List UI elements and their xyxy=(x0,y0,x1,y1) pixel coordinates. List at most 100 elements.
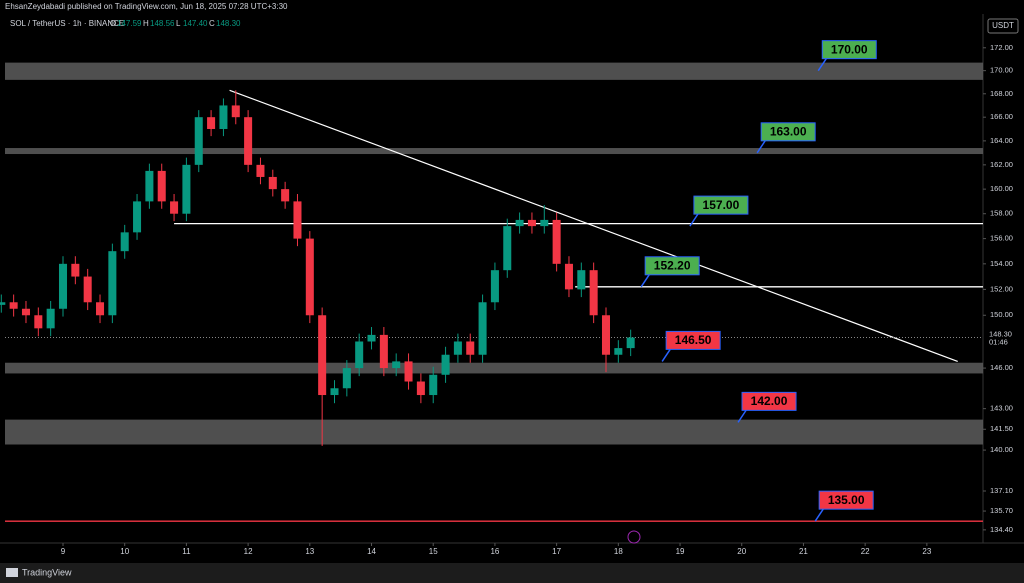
x-tick-label: 15 xyxy=(429,547,438,556)
x-tick-label: 11 xyxy=(182,547,191,556)
ohlc-value: 148.56 xyxy=(150,19,175,28)
candle-body xyxy=(478,302,487,355)
level-label-box xyxy=(741,391,797,411)
candle-body xyxy=(58,263,68,309)
candle-body xyxy=(145,170,154,202)
x-tick-label: 21 xyxy=(799,547,808,556)
x-tick-label: 16 xyxy=(490,547,499,556)
candle-body xyxy=(318,315,327,396)
y-tick-label: 152.00 xyxy=(990,284,1013,293)
x-tick-label: 10 xyxy=(120,547,129,556)
level-label-box xyxy=(821,40,877,60)
candle-body xyxy=(194,117,203,165)
candle-body xyxy=(379,334,388,369)
y-tick-label: 160.00 xyxy=(990,184,1013,193)
candle-body xyxy=(416,381,425,396)
label-arrow xyxy=(689,213,699,227)
y-tick-label: 154.00 xyxy=(990,259,1013,268)
last-price-label: 148.30 xyxy=(989,330,1012,339)
level-label-box xyxy=(665,330,721,350)
x-tick-label: 18 xyxy=(614,547,623,556)
currency: USDT xyxy=(992,21,1014,30)
y-tick-label: 146.00 xyxy=(990,363,1013,372)
y-tick-label: 164.00 xyxy=(990,136,1013,145)
candle-body xyxy=(281,189,290,202)
candle-body xyxy=(207,117,216,129)
y-tick-label: 166.00 xyxy=(990,112,1013,121)
candle-body xyxy=(244,117,253,165)
candle-body xyxy=(293,201,302,239)
ohlc-value: 147.59 xyxy=(117,19,142,28)
candle-body xyxy=(268,176,277,190)
candle-body xyxy=(392,361,401,369)
candle-body xyxy=(614,348,623,355)
candle-body xyxy=(21,308,30,316)
zone xyxy=(5,62,983,80)
candle-body xyxy=(589,270,598,316)
ohlc-value: 147.40 xyxy=(183,19,208,28)
level-label-box xyxy=(644,256,700,276)
x-tick-label: 13 xyxy=(305,547,314,556)
candle-body xyxy=(83,276,92,303)
x-tick-label: 20 xyxy=(737,547,746,556)
candle-body xyxy=(515,219,524,227)
ohlc-key: H xyxy=(143,19,149,28)
candle-body xyxy=(256,164,265,177)
candle-body xyxy=(34,315,43,329)
candle-body xyxy=(552,219,561,264)
label-arrow xyxy=(756,140,766,154)
x-tick-label: 14 xyxy=(367,547,376,556)
y-tick-label: 137.10 xyxy=(990,486,1013,495)
y-tick-label: 140.00 xyxy=(990,445,1013,454)
footer-bar xyxy=(0,563,1024,583)
candle-body xyxy=(527,219,536,227)
level-label: 135.00 xyxy=(828,493,865,507)
x-tick-label: 9 xyxy=(61,547,66,556)
candle-body xyxy=(108,251,117,316)
y-tick-label: 170.00 xyxy=(990,66,1013,75)
label-arrow xyxy=(640,274,650,288)
y-tick-label: 156.00 xyxy=(990,234,1013,243)
level-label-box xyxy=(693,195,749,215)
label-arrow xyxy=(737,409,747,423)
candle-body xyxy=(305,238,314,316)
level-label: 163.00 xyxy=(770,124,807,138)
event-icon xyxy=(627,530,641,544)
symbol: SOL / TetherUS · 1h · BINANCE xyxy=(10,19,124,28)
x-tick-label: 19 xyxy=(676,547,685,556)
ohlc-key: O xyxy=(110,19,116,28)
y-tick-label: 135.70 xyxy=(990,506,1013,515)
candle-body xyxy=(453,341,462,355)
zone xyxy=(5,362,983,374)
label-arrow xyxy=(817,58,827,72)
countdown: 01:46 xyxy=(989,338,1008,347)
level-label-box xyxy=(818,490,874,510)
y-tick-label: 162.00 xyxy=(990,160,1013,169)
x-tick-label: 12 xyxy=(244,547,253,556)
y-tick-label: 168.00 xyxy=(990,89,1013,98)
ohlc-value: 148.30 xyxy=(216,19,241,28)
candle-body xyxy=(330,388,339,396)
brand: TradingView xyxy=(22,567,72,577)
y-tick-label: 134.40 xyxy=(990,525,1013,534)
candle-body xyxy=(219,105,228,129)
candle-body xyxy=(503,226,512,271)
candle-body xyxy=(441,354,450,375)
label-arrow xyxy=(661,348,671,362)
y-tick-label: 150.00 xyxy=(990,310,1013,319)
level-label: 142.00 xyxy=(751,394,788,408)
y-tick-label: 143.00 xyxy=(990,404,1013,413)
candle-body xyxy=(540,219,549,227)
x-tick-label: 22 xyxy=(861,547,870,556)
candle-body xyxy=(367,334,376,342)
candle-body xyxy=(231,105,240,118)
candle-body xyxy=(9,302,18,309)
candle-body xyxy=(120,232,129,252)
level-label: 146.50 xyxy=(675,333,712,347)
candle-body xyxy=(157,170,166,202)
candle-body xyxy=(601,315,611,355)
candle-body xyxy=(564,263,573,290)
logo xyxy=(6,568,18,577)
